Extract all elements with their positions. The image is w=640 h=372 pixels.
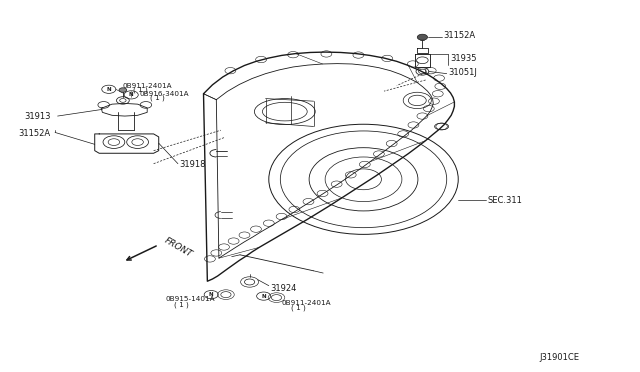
Circle shape	[119, 88, 127, 92]
Text: 0B915-1401A: 0B915-1401A	[165, 296, 215, 302]
Text: ( 1 ): ( 1 )	[291, 305, 305, 311]
Text: SEC.311: SEC.311	[488, 196, 522, 205]
Text: 31924: 31924	[270, 284, 296, 293]
Text: N: N	[209, 292, 214, 297]
Text: 31051J: 31051J	[448, 68, 477, 77]
Text: ( 1 ): ( 1 )	[150, 95, 164, 102]
Text: J31901CE: J31901CE	[539, 353, 579, 362]
Text: 0B911-2401A: 0B911-2401A	[123, 83, 173, 89]
Text: 31152A: 31152A	[18, 129, 50, 138]
Text: 0B916-3401A: 0B916-3401A	[140, 91, 189, 97]
Text: ( 1 ): ( 1 )	[174, 301, 189, 308]
Circle shape	[417, 34, 428, 40]
Text: 31913: 31913	[24, 112, 51, 121]
Text: ( 1 ): ( 1 )	[133, 87, 148, 93]
Text: 31152A: 31152A	[444, 31, 476, 40]
Text: FRONT: FRONT	[163, 236, 195, 259]
Text: 31935: 31935	[450, 54, 476, 63]
Text: 0B911-2401A: 0B911-2401A	[282, 300, 332, 306]
Text: N: N	[129, 92, 134, 97]
Text: 31918: 31918	[179, 160, 205, 169]
Text: N: N	[261, 294, 266, 299]
Text: N: N	[106, 87, 111, 92]
